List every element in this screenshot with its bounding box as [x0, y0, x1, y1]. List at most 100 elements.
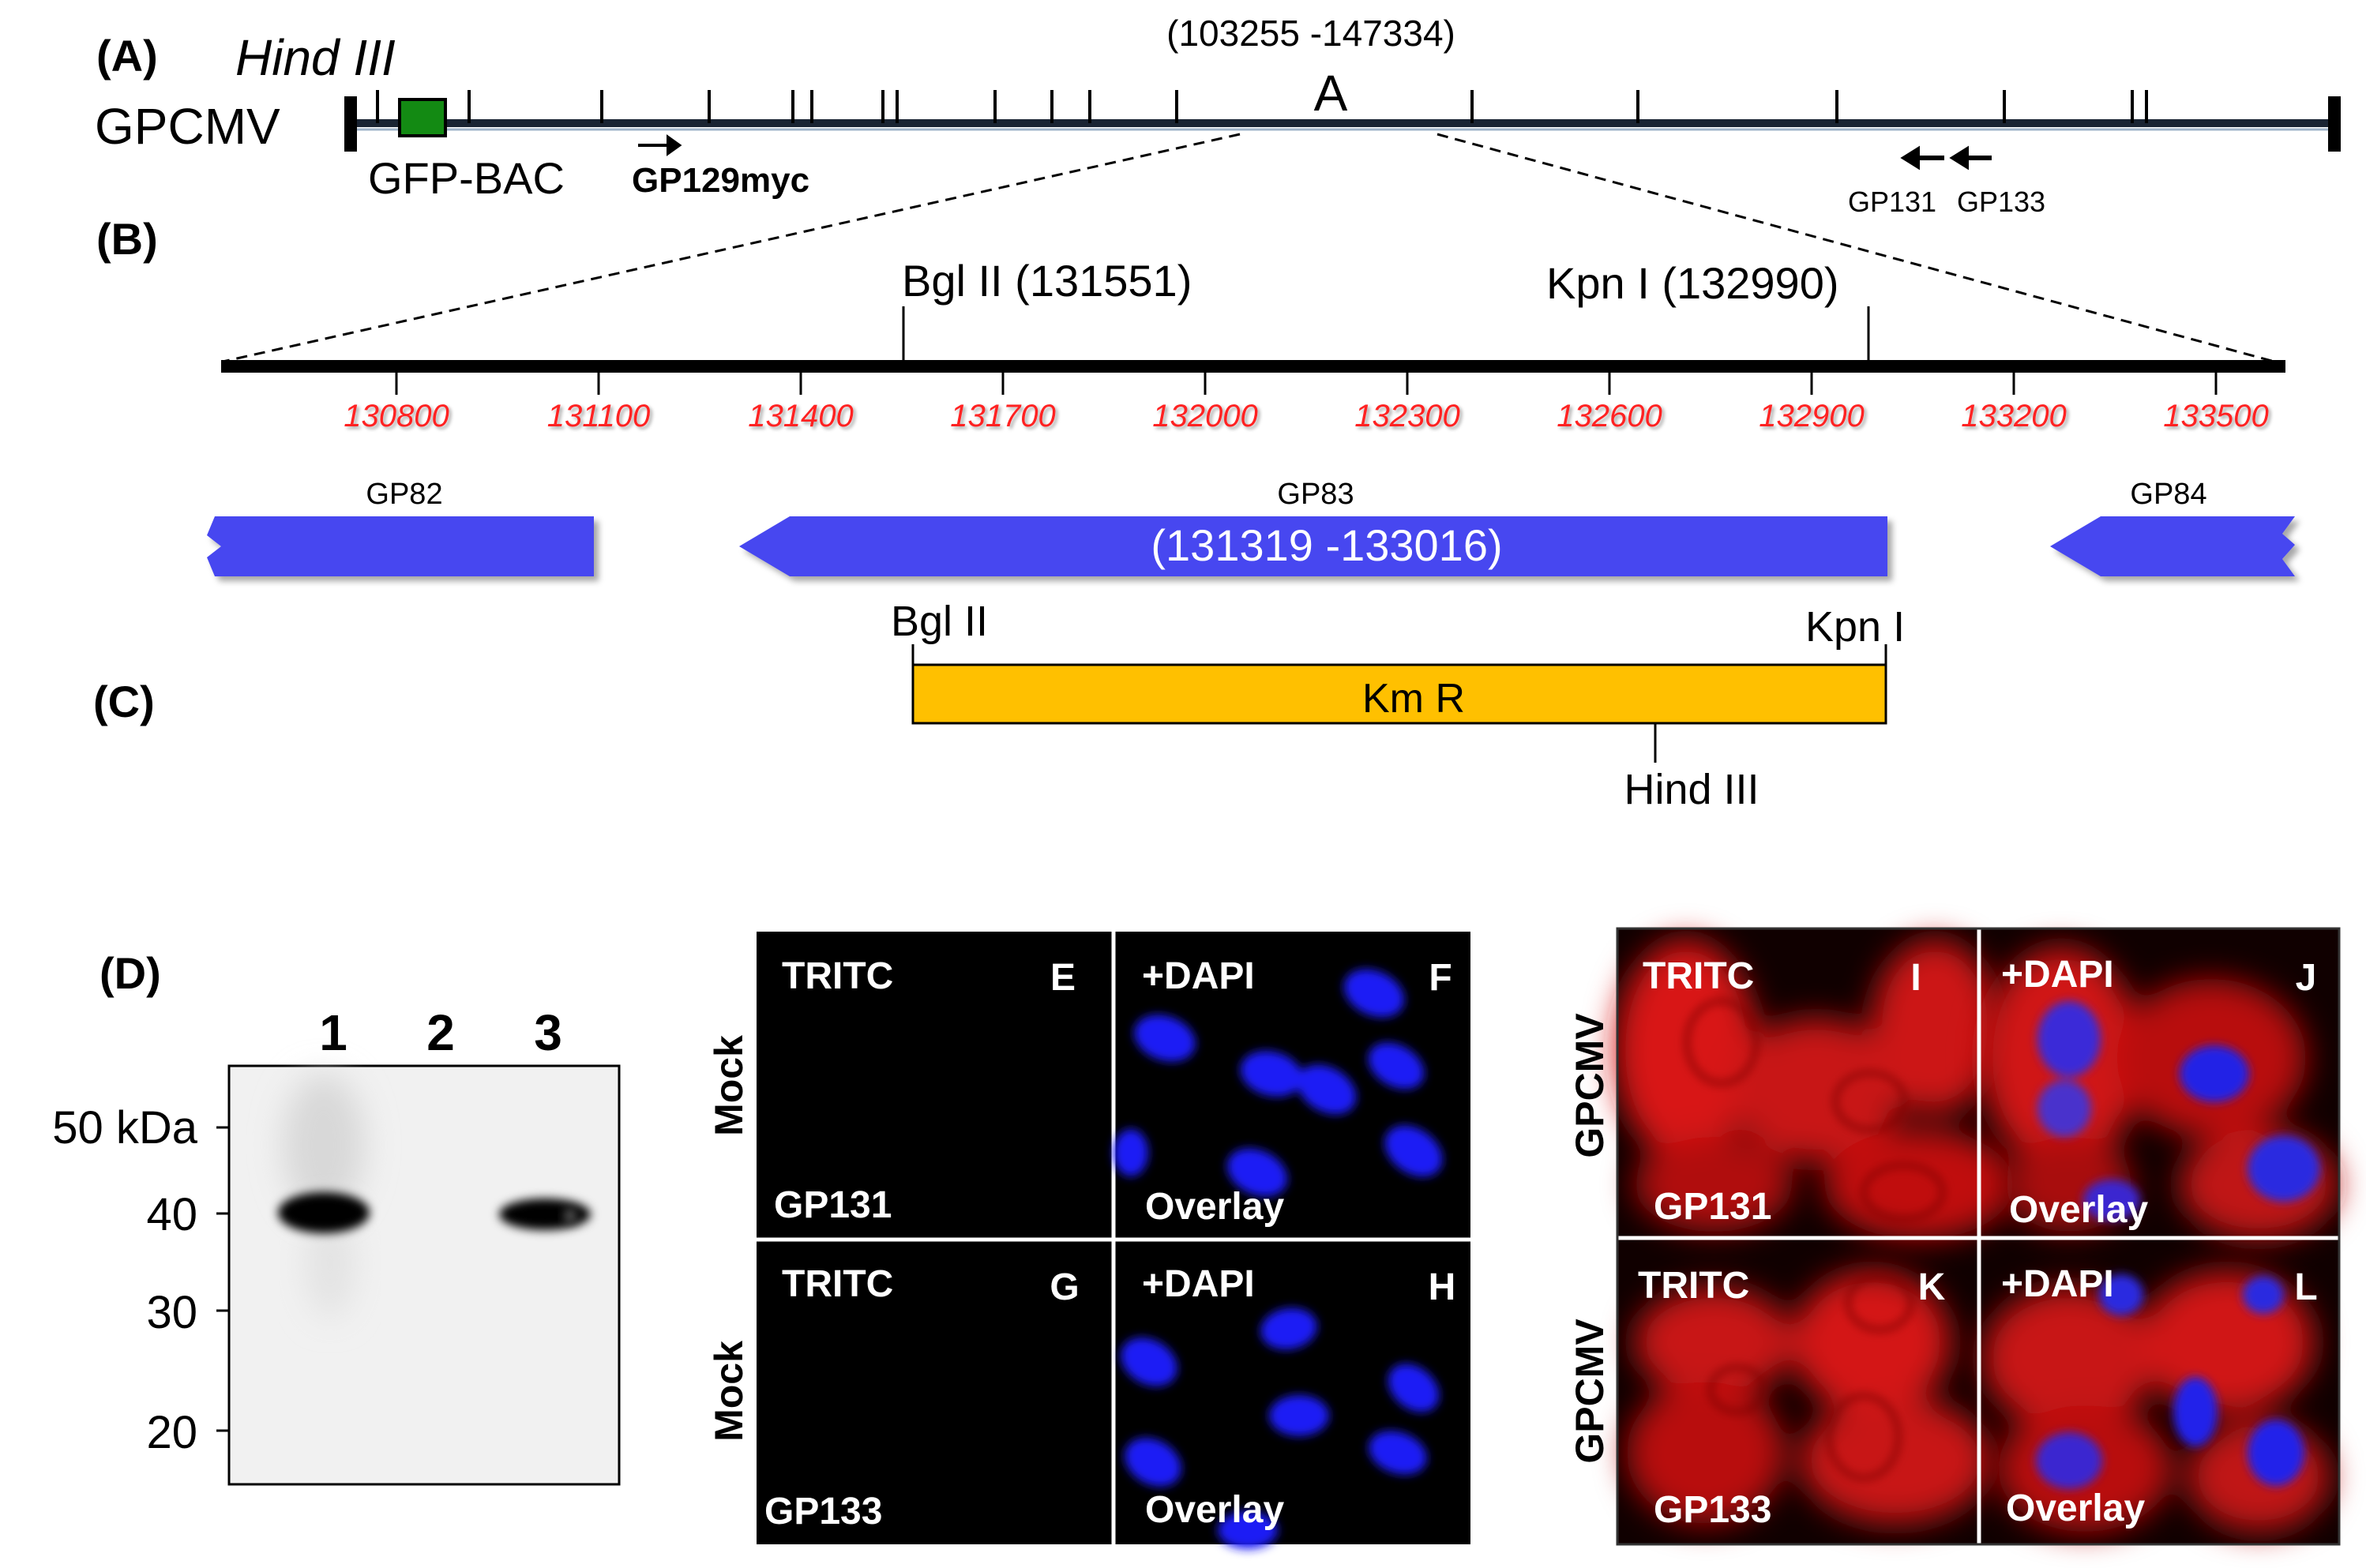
scale-bar: [221, 360, 2285, 373]
gp129-arrow: [638, 134, 682, 156]
panel-e-target: GP131: [774, 1184, 892, 1226]
scale-ticks: [395, 373, 2218, 395]
marker-40: 40: [146, 1189, 197, 1240]
lane-2-label: 2: [426, 1004, 455, 1061]
gp133-arrow: [1949, 145, 1992, 171]
zoom-line-left: [222, 133, 1241, 363]
gene-gp84-label: GP84: [2130, 478, 2206, 511]
panel-j-channel: +DAPI: [2001, 954, 2114, 996]
gfp-bac-box: [398, 98, 447, 137]
panel-f-nuclei: [1114, 969, 1443, 1197]
panel-l-target: Overlay: [2006, 1487, 2145, 1529]
bgl-ii-site-label: Bgl II (131551): [902, 256, 1192, 306]
gfp-bac-label: GFP-BAC: [368, 153, 565, 203]
panel-b-label: (B): [96, 214, 158, 264]
gene-gp83-arrow: [739, 516, 1887, 576]
panel-j-nuclei: [2037, 1001, 2320, 1221]
panel-k-channel: TRITC: [1638, 1265, 1749, 1307]
mock-micrographs: TRITC E GP131 +DAPI F Overlay TRITC G GP…: [707, 932, 1470, 1549]
panel-a-label: (A): [96, 31, 158, 81]
panel-i-cells: [1615, 940, 2014, 1240]
marker-ticks: [216, 1126, 229, 1432]
scale-tick-132600: 132600: [1557, 399, 1662, 433]
fragment-range-label: (103255 -147334): [1166, 13, 1455, 54]
lane-1-tail: [305, 1208, 355, 1319]
scale-tick-131400: 131400: [748, 399, 853, 433]
bgl-ii-short-label: Bgl II: [891, 598, 988, 645]
panel-f-letter: F: [1429, 957, 1452, 999]
gp133-label: GP133: [1957, 186, 2045, 218]
gpcmv-row-label-top: GPCMV: [1568, 1013, 1612, 1158]
hind-iii-title: Hind III: [235, 29, 396, 86]
mock-row-label-bottom: Mock: [707, 1341, 751, 1442]
panel-h-letter: H: [1429, 1266, 1456, 1308]
cassette-hind-iii-label: Hind III: [1624, 766, 1759, 813]
gene-gp83-label: GP83: [1277, 478, 1354, 511]
genome-name: GPCMV: [95, 98, 280, 155]
lane-1-label: 1: [319, 1004, 347, 1061]
scale-tick-132900: 132900: [1759, 399, 1864, 433]
gene-gp82-arrow: [207, 516, 594, 576]
panel-b: (B) Bgl II (131551) Kpn I (132990) 13080…: [96, 214, 2295, 576]
scale-tick-133200: 133200: [1961, 399, 2066, 433]
panel-e-channel: TRITC: [782, 955, 893, 997]
gene-gp83-range: (131319 -133016): [1151, 520, 1502, 570]
panel-g-letter: G: [1050, 1266, 1079, 1308]
panel-l-nuclei: [2036, 1274, 2304, 1489]
panel-d: (D) 1 2 3 50 kDa 40 30 20: [52, 948, 621, 1486]
scale-tick-133500: 133500: [2163, 399, 2268, 433]
panel-g-target: GP133: [764, 1491, 882, 1532]
genome-end-right: [2328, 96, 2341, 152]
lane-3-band-notch: [564, 1208, 576, 1224]
scale-tick-132300: 132300: [1354, 399, 1459, 433]
panel-j-target: Overlay: [2009, 1189, 2148, 1231]
panel-l-channel: +DAPI: [2001, 1263, 2114, 1305]
panel-k-letter: K: [1918, 1266, 1946, 1308]
panel-l-letter: L: [2294, 1266, 2317, 1308]
km-r-cassette: [911, 663, 1887, 725]
scale-tick-131700: 131700: [950, 399, 1055, 433]
gp131-arrow: [1900, 145, 1944, 171]
panel-e-letter: E: [1050, 957, 1076, 999]
lane-3-band: [499, 1199, 591, 1230]
panel-f-target: Overlay: [1145, 1186, 1284, 1228]
panel-h-channel: +DAPI: [1142, 1263, 1255, 1305]
mock-row-label-top: Mock: [707, 1035, 751, 1136]
gene-gp84-arrow: [2050, 516, 2295, 576]
marker-50kda: 50 kDa: [52, 1102, 198, 1153]
gp129-label: GP129myc: [632, 161, 809, 200]
panel-g-channel: TRITC: [782, 1263, 893, 1305]
fragment-letter: A: [1314, 65, 1348, 122]
gp131-label: GP131: [1848, 186, 1936, 218]
zoom-line-right: [1436, 133, 2275, 363]
kpn-i-site-label: Kpn I (132990): [1546, 258, 1838, 308]
km-r-label: Km R: [1362, 676, 1465, 722]
panel-d-label: (D): [100, 948, 161, 998]
gpcmv-row-label-bottom: GPCMV: [1568, 1319, 1612, 1464]
gpcmv-micrographs: TRITC I GP131 +DAPI J Overlay TRITC K GP…: [1568, 927, 2341, 1546]
panel-j-letter: J: [2296, 957, 2317, 999]
panel-i-letter: I: [1910, 957, 1921, 999]
panel-f-channel: +DAPI: [1142, 955, 1255, 997]
scale-tick-130800: 130800: [344, 399, 449, 433]
panel-a: (A) Hind III (103255 -147334) GPCMV: [95, 13, 2341, 363]
marker-20: 20: [146, 1407, 197, 1458]
genome-end-left: [344, 96, 357, 152]
scale-tick-labels: 130800 131100 131400 131700 132000 13230…: [344, 399, 2268, 433]
panel-c: Bgl II Kpn I (C) Km R Hind III: [93, 598, 1905, 813]
scale-tick-132000: 132000: [1152, 399, 1257, 433]
gpcmv-grid-frame: [1616, 927, 2341, 1546]
hind-iii-sites: [376, 90, 2148, 123]
panel-i-channel: TRITC: [1643, 955, 1754, 997]
blot-membrane: [227, 1064, 621, 1486]
marker-30: 30: [146, 1287, 197, 1338]
panel-c-label: (C): [93, 677, 155, 726]
panel-h-target: Overlay: [1145, 1489, 1284, 1531]
lane-1-band: [278, 1192, 370, 1233]
panel-h-nuclei: [1121, 1307, 1440, 1549]
gene-gp82-label: GP82: [366, 478, 442, 511]
lane-1-smear: [283, 1074, 365, 1216]
scale-tick-131100: 131100: [547, 399, 651, 433]
panel-k-target: GP133: [1654, 1489, 1771, 1531]
